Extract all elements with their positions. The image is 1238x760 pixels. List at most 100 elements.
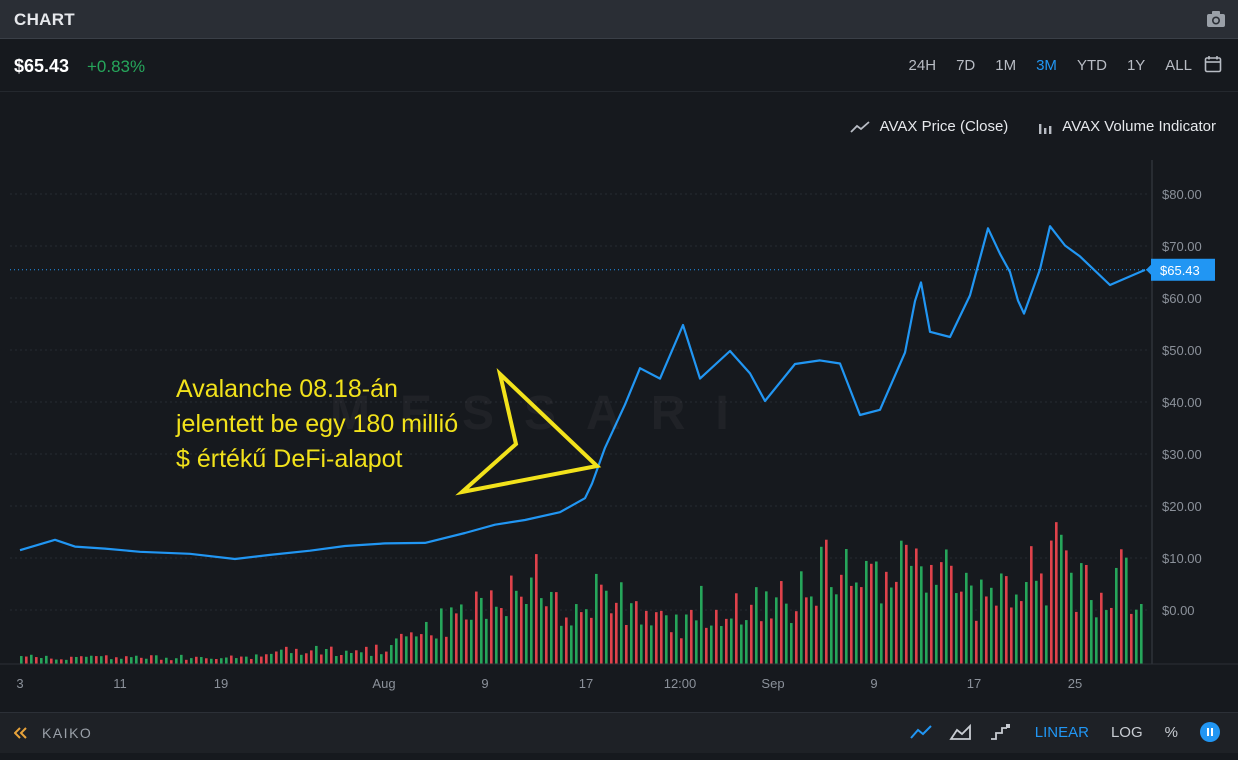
volume-bar [215, 659, 218, 664]
volume-bar [1060, 534, 1063, 664]
range-1y-button[interactable]: 1Y [1126, 57, 1146, 74]
area-chart-icon[interactable] [949, 722, 973, 742]
volume-bar [400, 633, 403, 664]
volume-bar [920, 566, 923, 664]
volume-bar [270, 653, 273, 664]
volume-bar [1065, 550, 1068, 664]
kaiko-brand: KAIKO [42, 725, 93, 741]
volume-bar [330, 646, 333, 664]
volume-bar [885, 571, 888, 664]
y-tick-label: $10.00 [1162, 551, 1202, 566]
volume-bar [265, 654, 268, 664]
volume-bar [465, 619, 468, 664]
volume-bar [210, 658, 213, 664]
range-1m-button[interactable]: 1M [995, 57, 1017, 74]
range-24h-button[interactable]: 24H [908, 57, 937, 74]
volume-bar [625, 624, 628, 664]
volume-bar [360, 652, 363, 664]
volume-bar [240, 656, 243, 664]
volume-bar [935, 584, 938, 664]
line-chart-icon[interactable] [909, 722, 933, 742]
volume-bar [595, 573, 598, 664]
volume-bar [230, 655, 233, 664]
range-ytd-button[interactable]: YTD [1076, 57, 1107, 74]
volume-bars [20, 522, 1143, 664]
volume-bar [650, 625, 653, 664]
volume-bar [820, 546, 823, 664]
scale-log-button[interactable]: LOG [1110, 723, 1143, 741]
y-tick-label: $0.00 [1162, 603, 1195, 618]
volume-bar [425, 621, 428, 664]
y-tick-label: $70.00 [1162, 239, 1202, 254]
volume-bar [460, 604, 463, 664]
volume-bar [475, 591, 478, 664]
volume-bar [285, 646, 288, 664]
volume-bar [260, 656, 263, 664]
current-price-badge [1151, 258, 1215, 281]
volume-bar [40, 658, 43, 664]
volume-bar [415, 636, 418, 664]
volume-bar [1040, 573, 1043, 664]
legend-volume[interactable]: AVAX Volume Indicator [1038, 118, 1216, 135]
volume-bar [930, 564, 933, 664]
volume-bar [480, 597, 483, 664]
volume-bar [965, 572, 968, 664]
volume-bar [955, 593, 958, 664]
volume-bar [750, 604, 753, 664]
step-chart-icon[interactable] [989, 722, 1013, 742]
volume-bar [800, 571, 803, 664]
volume-bar [1100, 592, 1103, 664]
volume-bar [640, 624, 643, 664]
volume-bar [870, 563, 873, 664]
legend-price[interactable]: AVAX Price (Close) [850, 118, 1008, 135]
volume-bar [830, 587, 833, 664]
volume-bar [970, 585, 973, 664]
volume-bar [975, 620, 978, 664]
volume-bar [600, 584, 603, 664]
range-all-button[interactable]: ALL [1165, 57, 1192, 74]
x-tick-label: 9 [481, 676, 488, 691]
volume-bar [990, 587, 993, 664]
volume-bar [140, 657, 143, 664]
range-3m-button[interactable]: 3M [1036, 57, 1057, 74]
chart-footer: KAIKO LINEAR LOG % [0, 712, 1238, 753]
pause-icon[interactable] [1200, 722, 1220, 742]
volume-bar [110, 659, 113, 664]
volume-bar [755, 587, 758, 664]
x-tick-label: 11 [113, 676, 127, 691]
camera-icon[interactable] [1206, 10, 1226, 28]
volume-bar [70, 656, 73, 664]
volume-bar [1080, 563, 1083, 664]
volume-bar [545, 606, 548, 664]
volume-bar [305, 653, 308, 664]
volume-bar [610, 613, 613, 664]
volume-bar [245, 656, 248, 664]
chart-controls: LINEAR LOG % [893, 722, 1220, 742]
volume-bar [365, 646, 368, 664]
volume-bar [845, 549, 848, 664]
volume-bar [565, 617, 568, 664]
volume-bar [255, 654, 258, 664]
calendar-icon[interactable] [1204, 55, 1222, 73]
y-tick-label: $20.00 [1162, 499, 1202, 514]
volume-bar [55, 659, 58, 664]
scale-percent-button[interactable]: % [1164, 723, 1178, 741]
price-chart[interactable]: $80.00 $70.00 $60.00 $50.00 $40.00 $30.00 $20.… [0, 92, 1238, 712]
volume-bar [960, 591, 963, 664]
volume-bar [695, 620, 698, 664]
volume-bar [370, 655, 373, 664]
annotation-text: Avalanche 08.18-án jelentett be egy 180 … [176, 375, 459, 473]
volume-bar [535, 554, 538, 664]
volume-bar [150, 655, 153, 664]
volume-bar [290, 653, 293, 664]
range-7d-button[interactable]: 7D [956, 57, 976, 74]
chart-header: CHART [0, 0, 1238, 39]
volume-bar [995, 605, 998, 664]
volume-bar [760, 621, 763, 664]
current-price-label: $65.43 [1160, 263, 1200, 278]
volume-bar [980, 579, 983, 664]
volume-bar [1105, 610, 1108, 664]
scale-linear-button[interactable]: LINEAR [1034, 723, 1089, 741]
volume-bar [375, 644, 378, 664]
volume-bar [65, 659, 68, 664]
